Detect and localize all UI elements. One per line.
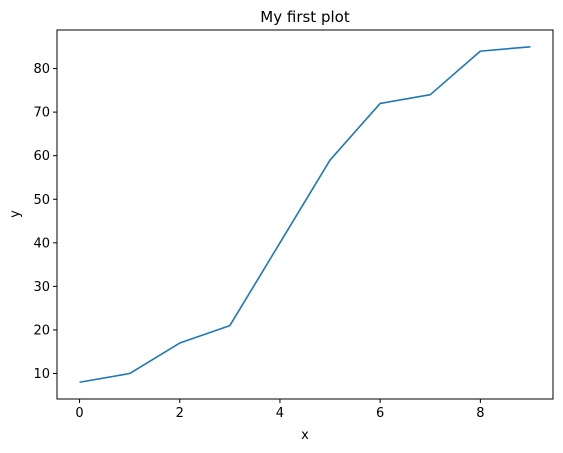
x-tick-label: 0 [75, 406, 83, 421]
x-tick-label: 2 [176, 406, 184, 421]
y-tick-label: 20 [33, 323, 50, 338]
y-tick-label: 10 [33, 367, 50, 382]
y-tick-label: 40 [33, 236, 50, 251]
y-tick-label: 50 [33, 193, 50, 208]
x-tick-label: 6 [376, 406, 384, 421]
y-tick-label: 80 [33, 62, 50, 77]
y-tick-label: 30 [33, 280, 50, 295]
y-axis-ticks: 10 20 30 40 50 60 70 80 [33, 62, 57, 382]
y-tick-label: 70 [33, 106, 50, 121]
y-axis-label: y [8, 210, 23, 218]
x-tick-label: 4 [276, 406, 284, 421]
plot-area-frame [56, 29, 554, 400]
x-axis-label: x [301, 428, 309, 443]
x-axis-ticks: 0 2 4 6 8 [75, 399, 484, 421]
y-tick-label: 60 [33, 149, 50, 164]
series-layer [79, 45, 531, 384]
chart-title: My first plot [260, 8, 350, 26]
series-line [79, 45, 531, 384]
x-tick-label: 8 [476, 406, 484, 421]
